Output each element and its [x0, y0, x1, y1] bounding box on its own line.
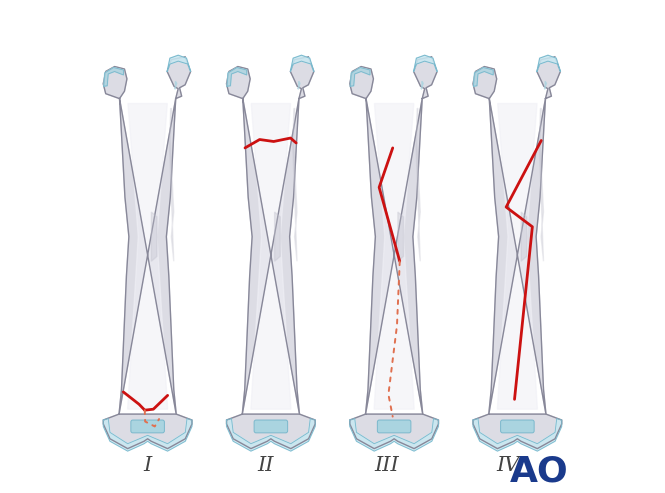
Polygon shape	[539, 108, 543, 261]
Polygon shape	[473, 419, 562, 451]
Polygon shape	[350, 414, 438, 449]
FancyBboxPatch shape	[131, 420, 164, 433]
Polygon shape	[350, 67, 374, 99]
Polygon shape	[170, 108, 174, 261]
Polygon shape	[242, 99, 299, 414]
Text: III: III	[374, 457, 399, 475]
Polygon shape	[545, 81, 547, 89]
Text: II: II	[258, 457, 274, 475]
Polygon shape	[227, 419, 315, 451]
Polygon shape	[414, 57, 437, 99]
Polygon shape	[414, 55, 437, 71]
Text: I: I	[144, 457, 152, 475]
Polygon shape	[167, 57, 191, 99]
Polygon shape	[350, 419, 438, 451]
Polygon shape	[227, 68, 247, 86]
Polygon shape	[537, 57, 561, 99]
Polygon shape	[103, 414, 192, 449]
Polygon shape	[537, 55, 561, 71]
Polygon shape	[293, 108, 297, 261]
Polygon shape	[227, 67, 250, 99]
Polygon shape	[103, 419, 192, 451]
Polygon shape	[104, 68, 124, 86]
Polygon shape	[473, 67, 497, 99]
Polygon shape	[227, 414, 315, 449]
Polygon shape	[103, 67, 127, 99]
Polygon shape	[251, 104, 291, 409]
Polygon shape	[489, 99, 546, 414]
FancyBboxPatch shape	[501, 420, 534, 433]
Polygon shape	[421, 81, 423, 89]
Polygon shape	[473, 68, 493, 86]
Polygon shape	[416, 108, 420, 261]
Polygon shape	[291, 57, 314, 99]
Polygon shape	[291, 55, 314, 71]
Polygon shape	[275, 212, 280, 261]
Polygon shape	[497, 104, 537, 409]
Polygon shape	[366, 99, 423, 414]
FancyBboxPatch shape	[254, 420, 288, 433]
Polygon shape	[152, 212, 157, 261]
FancyBboxPatch shape	[377, 420, 411, 433]
Polygon shape	[128, 104, 168, 409]
Polygon shape	[119, 99, 176, 414]
Polygon shape	[374, 104, 414, 409]
Polygon shape	[350, 68, 370, 86]
Text: AO: AO	[510, 455, 569, 489]
Polygon shape	[398, 212, 404, 261]
Polygon shape	[298, 81, 300, 89]
Polygon shape	[473, 414, 562, 449]
Polygon shape	[175, 81, 177, 89]
Polygon shape	[521, 212, 527, 261]
Polygon shape	[167, 55, 191, 71]
Text: IV: IV	[496, 457, 519, 475]
